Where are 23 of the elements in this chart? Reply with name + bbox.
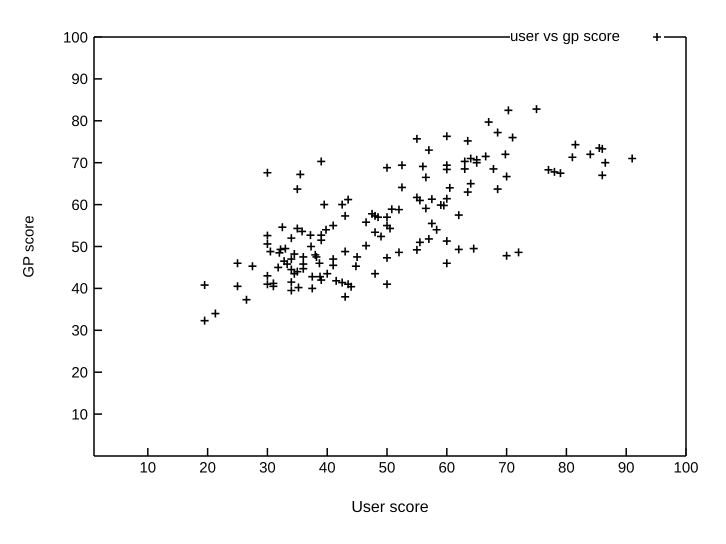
y-tick-label: 60 xyxy=(71,196,88,214)
x-tick-label: 10 xyxy=(139,460,156,477)
y-tick-label: 70 xyxy=(71,155,88,172)
y-tick-label: 100 xyxy=(62,29,88,46)
y-axis-title: GP score xyxy=(20,215,38,278)
x-tick-label: 100 xyxy=(673,460,699,477)
x-tick-label: 80 xyxy=(558,460,575,477)
x-tick-label: 70 xyxy=(498,460,515,477)
y-tick-label: 80 xyxy=(71,113,88,130)
x-axis-title: User score xyxy=(351,499,429,516)
x-tick-label: 50 xyxy=(378,460,396,477)
x-tick-label: 60 xyxy=(438,460,456,477)
y-tick-label: 40 xyxy=(71,280,88,298)
x-tick-label: 20 xyxy=(199,460,216,477)
x-tick-label: 90 xyxy=(618,460,635,477)
y-tick-label: 20 xyxy=(71,364,88,382)
y-tick-label: 10 xyxy=(71,406,88,424)
legend-label: user vs gp score xyxy=(510,28,620,45)
x-tick-label: 40 xyxy=(318,460,336,477)
y-tick-label: 50 xyxy=(71,238,88,256)
y-tick-label: 90 xyxy=(71,71,88,88)
x-tick-label: 30 xyxy=(259,460,276,477)
y-tick-label: 30 xyxy=(71,322,88,340)
